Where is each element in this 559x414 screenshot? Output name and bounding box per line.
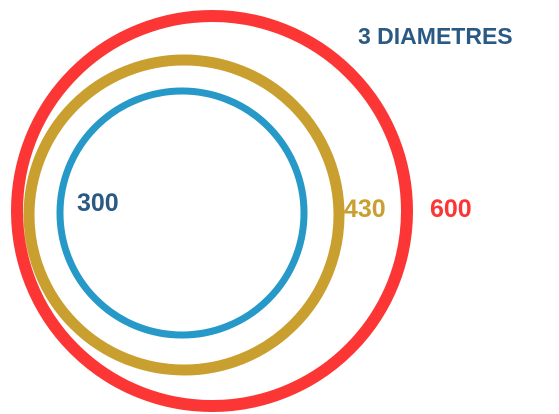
diagram-title: 3 DIAMETRES (358, 23, 513, 49)
circle-300 (56, 87, 308, 339)
circle-600 (11, 10, 413, 412)
circle-430 (23, 54, 345, 376)
label-600: 600 (430, 195, 472, 223)
label-300: 300 (77, 189, 119, 217)
label-430: 430 (344, 195, 386, 223)
